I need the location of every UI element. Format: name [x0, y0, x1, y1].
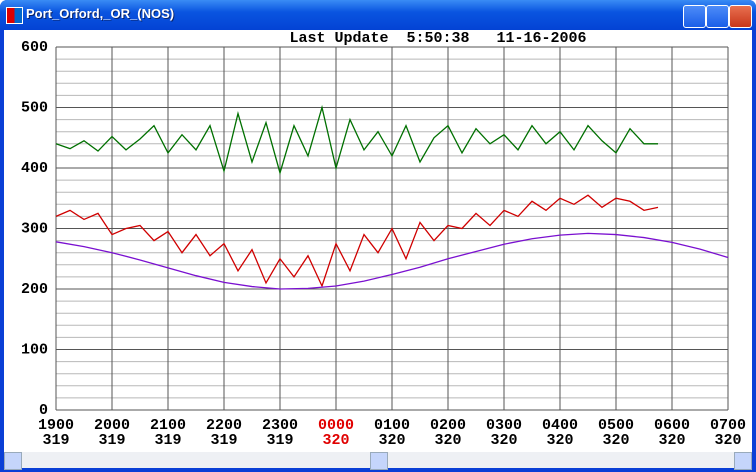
x-tick-day: 320: [378, 432, 405, 449]
chart: Last Update 5:50:38 11-16-2006 010020030…: [21, 30, 746, 449]
chart-title: Last Update 5:50:38 11-16-2006: [289, 30, 586, 47]
x-tick-day: 320: [322, 432, 349, 449]
x-tick-day: 320: [714, 432, 741, 449]
y-tick-label: 200: [21, 281, 48, 298]
close-button[interactable]: [729, 5, 752, 28]
series-line: [55, 194, 659, 288]
x-tick-day: 320: [602, 432, 629, 449]
scroll-thumb[interactable]: [370, 452, 388, 470]
x-tick-label: 0300: [486, 417, 522, 434]
y-tick-label: 100: [21, 341, 48, 358]
series-line: [55, 232, 729, 290]
x-tick-label: 0400: [542, 417, 578, 434]
x-tick-day: 319: [98, 432, 125, 449]
x-tick-label: 0500: [598, 417, 634, 434]
x-tick-label: 0100: [374, 417, 410, 434]
title-bar: Port_Orford,_OR_(NOS): [0, 0, 756, 30]
x-tick-label: 0600: [654, 417, 690, 434]
x-tick-day: 319: [210, 432, 237, 449]
x-tick-day: 319: [266, 432, 293, 449]
x-tick-day: 319: [154, 432, 181, 449]
x-tick-day: 320: [546, 432, 573, 449]
x-tick-day: 319: [42, 432, 69, 449]
app-icon: [6, 7, 23, 24]
x-tick-label: 1900: [38, 417, 74, 434]
maximize-button[interactable]: [706, 5, 729, 28]
window-title: Port_Orford,_OR_(NOS): [26, 6, 175, 21]
minimize-button[interactable]: [683, 5, 706, 28]
y-tick-label: 300: [21, 220, 48, 237]
x-tick-day: 320: [434, 432, 461, 449]
y-tick-label: 0: [39, 402, 48, 419]
x-tick-label: 2200: [206, 417, 242, 434]
y-tick-label: 500: [21, 99, 48, 116]
horizontal-scrollbar[interactable]: [4, 452, 752, 470]
scroll-left[interactable]: [4, 452, 22, 470]
y-tick-label: 600: [21, 39, 48, 56]
scroll-right[interactable]: [734, 452, 752, 470]
x-tick-label: 0000: [318, 417, 354, 434]
x-tick-label: 2300: [262, 417, 298, 434]
x-tick-label: 2100: [150, 417, 186, 434]
series-line: [55, 104, 658, 176]
y-tick-label: 400: [21, 160, 48, 177]
client-area: [4, 30, 752, 468]
x-tick-label: 0200: [430, 417, 466, 434]
x-tick-label: 0700: [710, 417, 746, 434]
x-tick-day: 320: [658, 432, 685, 449]
x-tick-label: 2000: [94, 417, 130, 434]
x-tick-day: 320: [490, 432, 517, 449]
